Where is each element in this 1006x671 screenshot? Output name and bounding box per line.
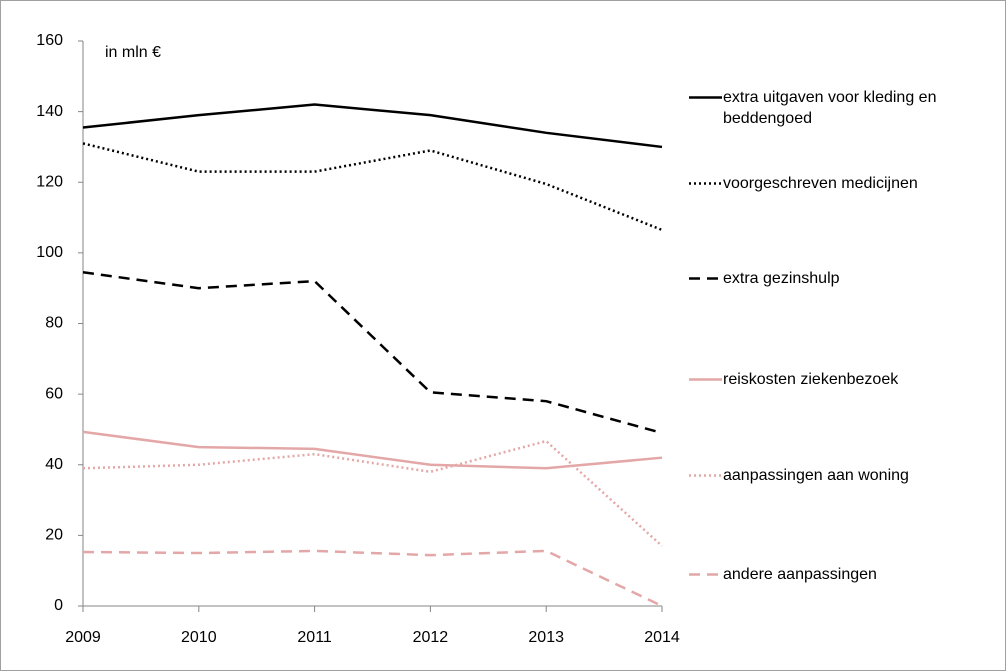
series-line [82, 103, 663, 149]
legend-entry: reiskosten ziekenbezoek [689, 369, 989, 390]
y-tick-label: 0 [54, 597, 63, 614]
legend-swatch [689, 182, 722, 185]
x-tick-label: 2010 [181, 629, 217, 646]
y-tick-label: 120 [36, 173, 63, 190]
legend-entry: aanpassingen aan woning [689, 465, 989, 486]
legend-label: aanpassingen aan woning [723, 467, 909, 484]
legend-label: extra uitgaven voor kleding en beddengoe… [723, 89, 937, 127]
x-tick-label: 2013 [528, 629, 564, 646]
legend-swatch [689, 277, 722, 280]
y-tick-label: 40 [45, 456, 63, 473]
legend-label: voorgeschreven medicijnen [723, 175, 918, 192]
legend-entry: extra gezinshulp [689, 268, 989, 289]
x-tick-label: 2009 [65, 629, 101, 646]
y-tick-label: 60 [45, 385, 63, 402]
y-tick-label: 160 [36, 32, 63, 49]
series-line [82, 430, 663, 470]
series-line [82, 271, 663, 435]
x-tick-label: 2012 [413, 629, 449, 646]
y-tick-label: 100 [36, 244, 63, 261]
y-tick-label: 140 [36, 103, 63, 120]
y-tick-label: 80 [45, 315, 63, 332]
legend-swatch [689, 378, 722, 381]
legend-swatch [689, 573, 722, 576]
legend-label: andere aanpassingen [723, 566, 877, 583]
legend-swatch [689, 96, 722, 99]
series-line [82, 439, 663, 547]
series-line [82, 142, 663, 232]
legend-label: extra gezinshulp [723, 270, 840, 287]
legend-entry: voorgeschreven medicijnen [689, 173, 989, 194]
y-tick-label: 20 [45, 527, 63, 544]
legend-entry: andere aanpassingen [689, 564, 989, 585]
series-line [82, 549, 663, 608]
x-tick-label: 2014 [644, 629, 680, 646]
legend-swatch [689, 474, 722, 477]
legend-label: reiskosten ziekenbezoek [723, 371, 899, 388]
legend-entry: extra uitgaven voor kleding en beddengoe… [689, 87, 989, 129]
unit-annotation: in mln € [105, 44, 161, 61]
x-tick-label: 2011 [297, 629, 332, 646]
